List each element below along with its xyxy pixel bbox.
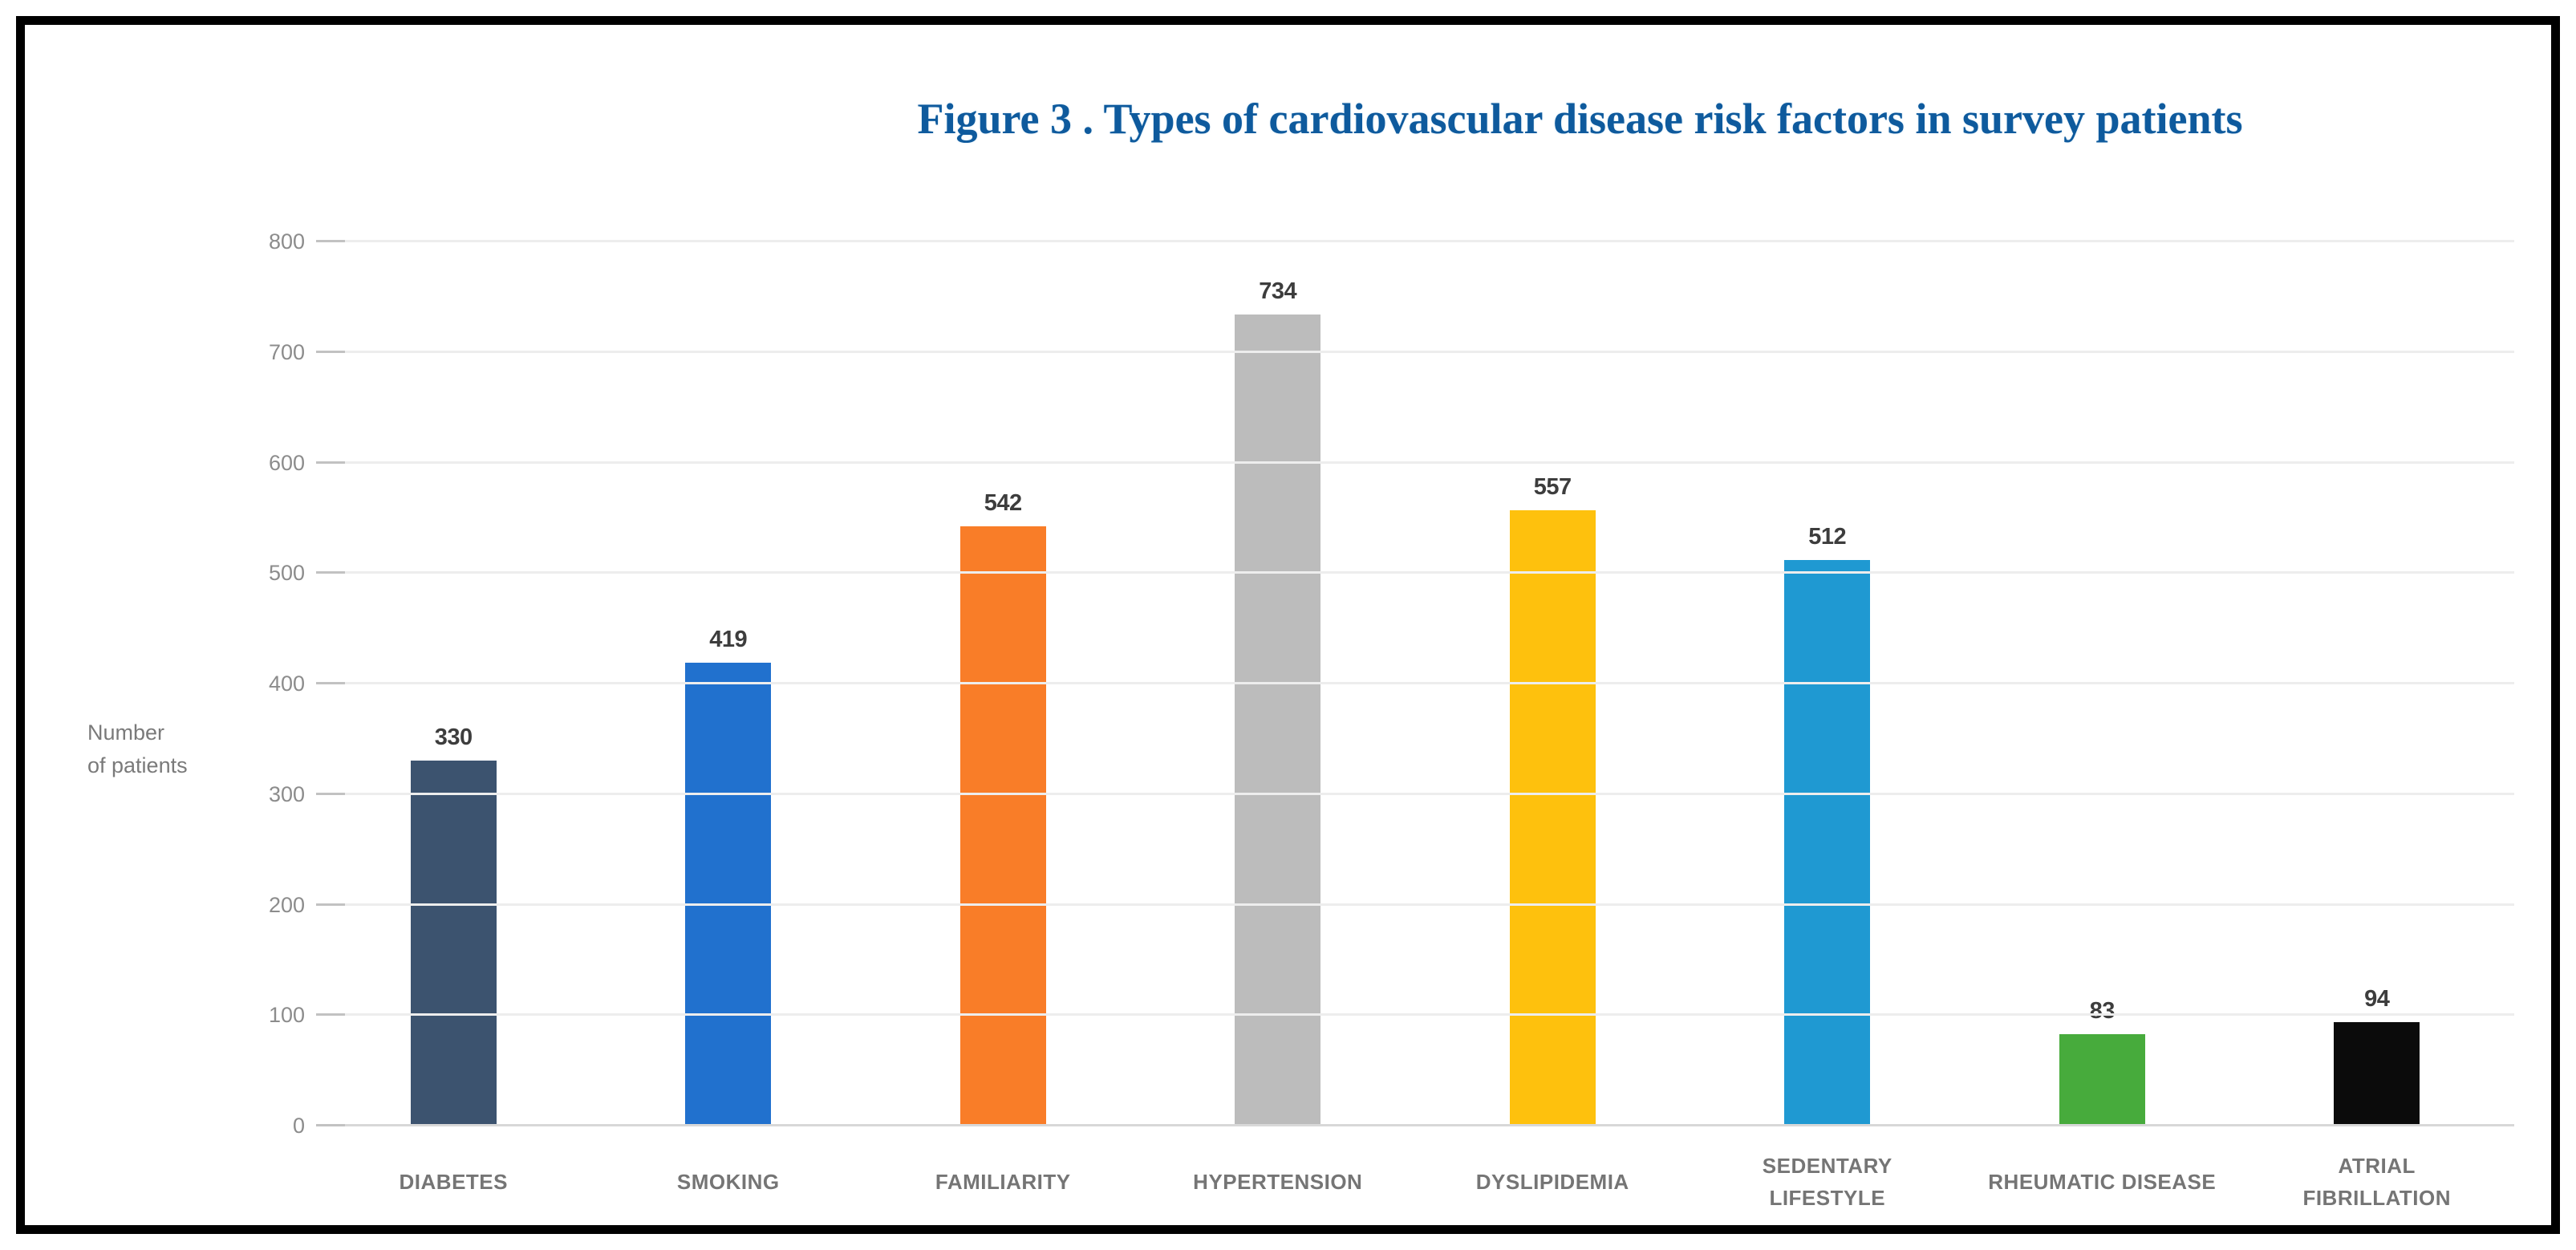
y-axis-title: Number of patients [87, 716, 188, 781]
category-label-line: SEDENTARY [1762, 1153, 1892, 1178]
y-tick-label-700: 700 [268, 339, 305, 364]
category-label: ATRIAL FIBRILLATION [2240, 1142, 2515, 1222]
category-label-line: DIABETES [399, 1169, 508, 1194]
bar [959, 526, 1046, 1126]
bar-value-label: 512 [1808, 523, 1847, 550]
category-label-line: RHEUMATIC DISEASE [1988, 1169, 2217, 1194]
gridline-300 [316, 792, 2514, 795]
bar-value-label: 542 [984, 490, 1022, 517]
tick-mark-500 [316, 571, 345, 574]
category-label: HYPERTENSION [1141, 1142, 1416, 1222]
bars-row: 330 419 542 734 557 512 83 94 [316, 241, 2514, 1126]
category-label-line: SMOKING [676, 1169, 780, 1194]
gridline-500 [316, 571, 2514, 574]
bar-slot: 734 [1141, 241, 1416, 1126]
chart-title: Figure 3 . Types of cardiovascular disea… [917, 95, 2243, 143]
gridline-0 [316, 1124, 2514, 1126]
category-label: DYSLIPIDEMIA [1415, 1142, 1690, 1222]
category-label-line: DYSLIPIDEMIA [1475, 1169, 1629, 1194]
bar [2334, 1021, 2420, 1126]
gridline-800 [316, 240, 2514, 242]
tick-mark-100 [316, 1013, 345, 1017]
category-label-line: ATRIAL [2338, 1153, 2416, 1178]
bar [1784, 559, 1871, 1126]
tick-mark-400 [316, 682, 345, 684]
bar-value-label: 419 [709, 626, 748, 652]
gridline-400 [316, 682, 2514, 684]
bar-value-label: 94 [2364, 985, 2390, 1012]
bar-slot: 330 [316, 241, 591, 1126]
tick-mark-800 [316, 240, 345, 242]
tick-mark-600 [316, 461, 345, 464]
category-label: FAMILIARITY [866, 1142, 1141, 1222]
y-axis-title-line1: Number [87, 720, 165, 745]
y-tick-label-0: 0 [292, 1114, 305, 1138]
category-label: RHEUMATIC DISEASE [1965, 1142, 2240, 1222]
y-tick-label-600: 600 [268, 450, 305, 475]
category-label-line: FIBRILLATION [2302, 1186, 2452, 1210]
category-label: SMOKING [591, 1142, 866, 1222]
gridline-700 [316, 350, 2514, 353]
bar-value-label: 83 [2089, 997, 2116, 1024]
tick-mark-200 [316, 903, 345, 906]
bar-slot: 83 [1965, 241, 2240, 1126]
bar-value-label: 330 [434, 724, 473, 751]
category-labels-row: DIABETES SMOKING FAMILIARITY HYPERTENSION DY… [316, 1142, 2514, 1222]
plot-area: 330 419 542 734 557 512 83 94 0 100 200 300 400 500 6… [269, 229, 2514, 1138]
bar-slot: 542 [866, 241, 1141, 1126]
bar-slot: 512 [1690, 241, 1965, 1126]
bar-value-label: 734 [1259, 278, 1297, 304]
category-label-line: FAMILIARITY [935, 1169, 1071, 1194]
tick-mark-700 [316, 350, 345, 353]
gridline-200 [316, 903, 2514, 906]
bar [1235, 314, 1321, 1126]
bar-value-label: 557 [1533, 473, 1572, 500]
tick-mark-0 [316, 1124, 345, 1126]
y-tick-label-300: 300 [268, 781, 305, 806]
bar [1509, 509, 1596, 1126]
category-label-line: LIFESTYLE [1769, 1186, 1886, 1210]
bar-slot: 94 [2240, 241, 2515, 1126]
bar [410, 761, 497, 1126]
y-tick-label-100: 100 [268, 1003, 305, 1028]
gridline-100 [316, 1013, 2514, 1017]
bar-slot: 419 [591, 241, 866, 1126]
y-tick-label-400: 400 [268, 672, 305, 696]
category-label: SEDENTARY LIFESTYLE [1690, 1142, 1965, 1222]
y-tick-label-200: 200 [268, 892, 305, 917]
bar [685, 662, 772, 1126]
category-label-line: HYPERTENSION [1193, 1169, 1363, 1194]
category-label: DIABETES [316, 1142, 591, 1222]
gridline-600 [316, 461, 2514, 464]
chart-frame: Figure 3 . Types of cardiovascular disea… [16, 16, 2560, 1234]
tick-mark-300 [316, 792, 345, 795]
bar-slot: 557 [1415, 241, 1690, 1126]
y-tick-label-800: 800 [268, 229, 305, 254]
bar [2059, 1033, 2145, 1126]
y-tick-label-500: 500 [268, 561, 305, 586]
y-axis-title-line2: of patients [87, 753, 188, 777]
